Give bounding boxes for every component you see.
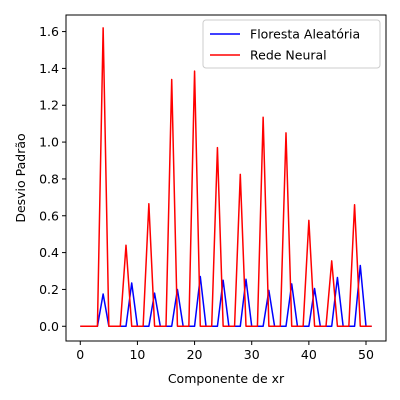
y-tick-label: 0.4 bbox=[39, 245, 59, 260]
y-tick-label: 1.0 bbox=[39, 135, 59, 150]
y-tick-label: 1.4 bbox=[39, 61, 59, 76]
x-axis-ticks: 0 10 20 30 40 50 bbox=[76, 341, 374, 362]
legend: Floresta Aleatória Rede Neural bbox=[202, 19, 381, 69]
series-layer bbox=[80, 27, 372, 328]
x-tick-label: 10 bbox=[129, 347, 145, 362]
y-tick-label: 0.6 bbox=[39, 208, 59, 223]
x-tick-label: 0 bbox=[76, 347, 84, 362]
y-tick-label: 1.2 bbox=[39, 98, 59, 113]
x-tick-label: 50 bbox=[358, 347, 374, 362]
legend-label-floresta: Floresta Aleatória bbox=[250, 27, 360, 42]
y-tick-label: 1.6 bbox=[39, 24, 59, 39]
legend-label-rede: Rede Neural bbox=[250, 48, 327, 63]
x-tick-label: 20 bbox=[187, 347, 203, 362]
y-axis-ticks: 0.0 0.2 0.4 0.6 0.8 1.0 1.2 1.4 1.6 bbox=[39, 24, 66, 334]
y-tick-label: 0.8 bbox=[39, 171, 59, 186]
legend-box bbox=[202, 19, 381, 69]
x-tick-label: 30 bbox=[244, 347, 260, 362]
x-tick-label: 40 bbox=[301, 347, 317, 362]
series-line-1 bbox=[80, 27, 372, 328]
y-tick-label: 0.2 bbox=[39, 282, 59, 297]
x-axis-label: Componente de xr bbox=[168, 371, 285, 386]
y-axis-label: Desvio Padrão bbox=[13, 133, 28, 222]
plot-area-frame bbox=[65, 14, 387, 342]
y-tick-label: 0.0 bbox=[39, 319, 59, 334]
